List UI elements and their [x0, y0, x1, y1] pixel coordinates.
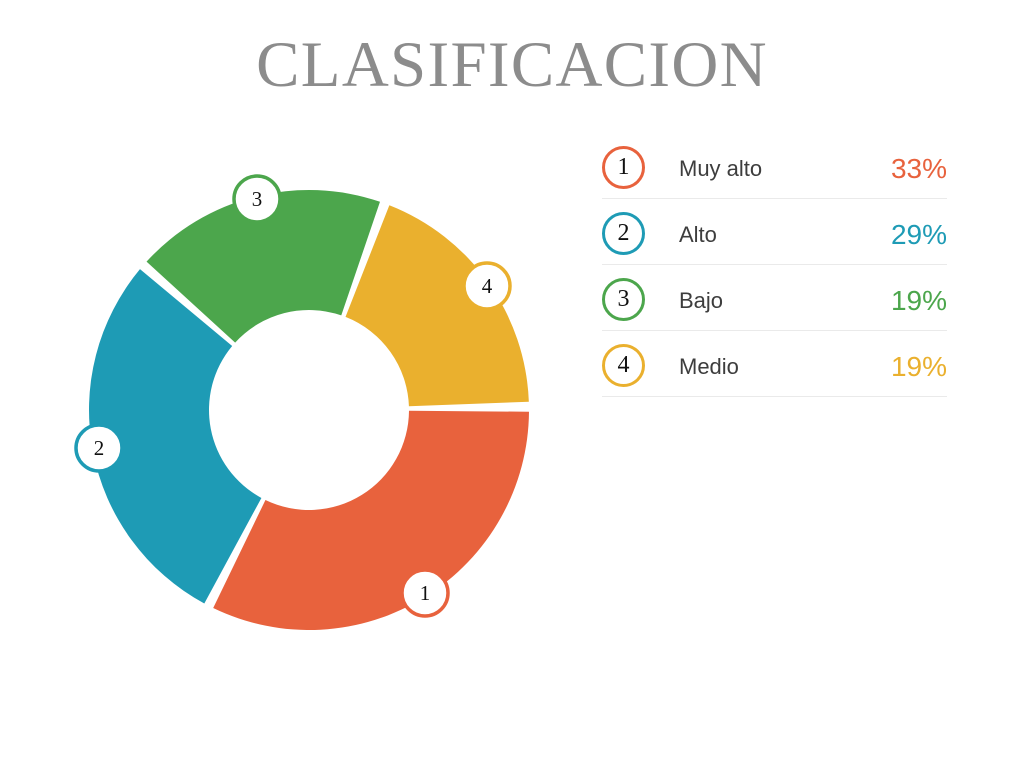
svg-text:2: 2 [94, 436, 105, 460]
svg-text:4: 4 [482, 274, 493, 298]
svg-text:3: 3 [252, 187, 263, 211]
svg-text:1: 1 [420, 581, 431, 605]
